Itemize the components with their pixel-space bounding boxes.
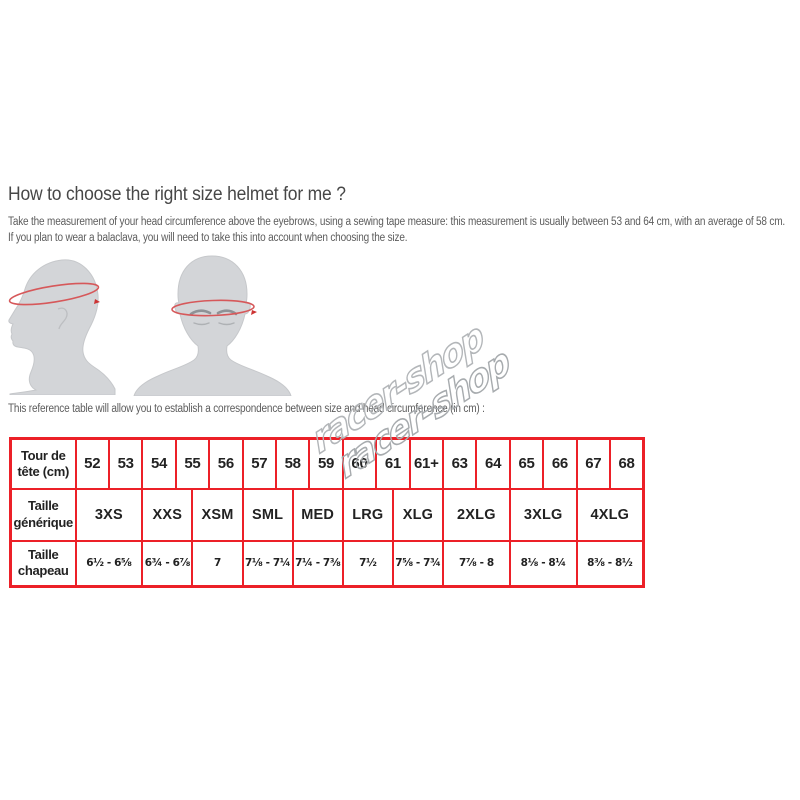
generic-size-row: Taille générique 3XS XXS XSM SML MED LRG… bbox=[9, 487, 645, 542]
generic-size-cell: XSM bbox=[191, 487, 244, 542]
page-title: How to choose the right size helmet for … bbox=[8, 184, 346, 205]
front-right-eye bbox=[218, 322, 235, 326]
hat-size-row: Taille chapeau 6½ - 6⅝ 6¾ - 6⅞ 7 7⅛ - 7¼… bbox=[9, 539, 645, 588]
hat-size-cell: 7⅞ - 8 bbox=[441, 539, 511, 588]
intro-text-line1: Take the measurement of your head circum… bbox=[8, 216, 786, 228]
hat-size-cell: 7⅝ - 7¾ bbox=[391, 539, 444, 588]
circumference-cell: 68 bbox=[609, 437, 645, 490]
generic-size-cell: 2XLG bbox=[441, 487, 511, 542]
front-tape-ellipse bbox=[171, 299, 255, 317]
generic-size-cell: 4XLG bbox=[575, 487, 645, 542]
profile-tape-ellipse bbox=[8, 282, 100, 306]
circumference-cell: 63 bbox=[441, 437, 478, 490]
generic-size-cell: LRG bbox=[341, 487, 394, 542]
generic-size-cell: 3XS bbox=[74, 487, 144, 542]
intro-text-line2: If you plan to wear a balaclava, you wil… bbox=[8, 232, 408, 244]
front-silhouette bbox=[133, 255, 292, 397]
circumference-cell: 57 bbox=[241, 437, 277, 490]
circumference-cell: 56 bbox=[208, 437, 244, 490]
head-profile-illustration bbox=[8, 259, 116, 396]
front-left-eye bbox=[193, 322, 210, 326]
circumference-cell: 55 bbox=[174, 437, 211, 490]
head-front-illustration bbox=[133, 255, 292, 397]
circumference-row: Tour de tête (cm) 52 53 54 55 56 57 58 5… bbox=[9, 437, 645, 490]
circumference-cell: 59 bbox=[308, 437, 344, 490]
hat-size-cell: 8⅛ - 8¼ bbox=[508, 539, 578, 588]
circumference-cell: 61+ bbox=[408, 437, 444, 490]
circumference-cell: 60 bbox=[341, 437, 378, 490]
helmet-size-table: Tour de tête (cm) 52 53 54 55 56 57 58 5… bbox=[9, 437, 645, 588]
circumference-cell: 58 bbox=[274, 437, 311, 490]
head-profile-figure bbox=[2, 257, 120, 396]
row-header-generic-size: Taille générique bbox=[9, 487, 77, 542]
circumference-cell: 65 bbox=[508, 437, 545, 490]
circumference-cell: 54 bbox=[141, 437, 177, 490]
hat-size-cell: 7½ bbox=[341, 539, 394, 588]
head-front-figure bbox=[128, 250, 300, 397]
profile-tape-arrow bbox=[94, 299, 100, 304]
hat-size-cell: 8⅜ - 8½ bbox=[575, 539, 645, 588]
front-tape-arrow bbox=[251, 310, 257, 315]
front-left-eyebrow bbox=[189, 309, 212, 316]
hat-size-cell: 7¼ - 7⅜ bbox=[291, 539, 344, 588]
generic-size-cell: 3XLG bbox=[508, 487, 578, 542]
hat-size-cell: 7 bbox=[191, 539, 244, 588]
circumference-cell: 53 bbox=[107, 437, 144, 490]
hat-size-cell: 7⅛ - 7¼ bbox=[241, 539, 294, 588]
hat-size-cell: 6¾ - 6⅞ bbox=[141, 539, 194, 588]
generic-size-cell: XXS bbox=[141, 487, 194, 542]
generic-size-cell: SML bbox=[241, 487, 294, 542]
row-header-circumference: Tour de tête (cm) bbox=[9, 437, 77, 490]
circumference-cell: 67 bbox=[575, 437, 612, 490]
hat-size-cell: 6½ - 6⅝ bbox=[74, 539, 144, 588]
front-right-eyebrow bbox=[216, 309, 238, 316]
circumference-cell: 52 bbox=[74, 437, 110, 490]
circumference-cell: 61 bbox=[375, 437, 411, 490]
row-header-hat-size: Taille chapeau bbox=[9, 539, 77, 588]
profile-silhouette bbox=[8, 259, 116, 396]
circumference-cell: 66 bbox=[542, 437, 578, 490]
circumference-cell: 64 bbox=[475, 437, 511, 490]
generic-size-cell: XLG bbox=[391, 487, 444, 542]
table-intro-text: This reference table will allow you to e… bbox=[8, 403, 485, 415]
generic-size-cell: MED bbox=[291, 487, 344, 542]
profile-ear bbox=[57, 307, 68, 330]
